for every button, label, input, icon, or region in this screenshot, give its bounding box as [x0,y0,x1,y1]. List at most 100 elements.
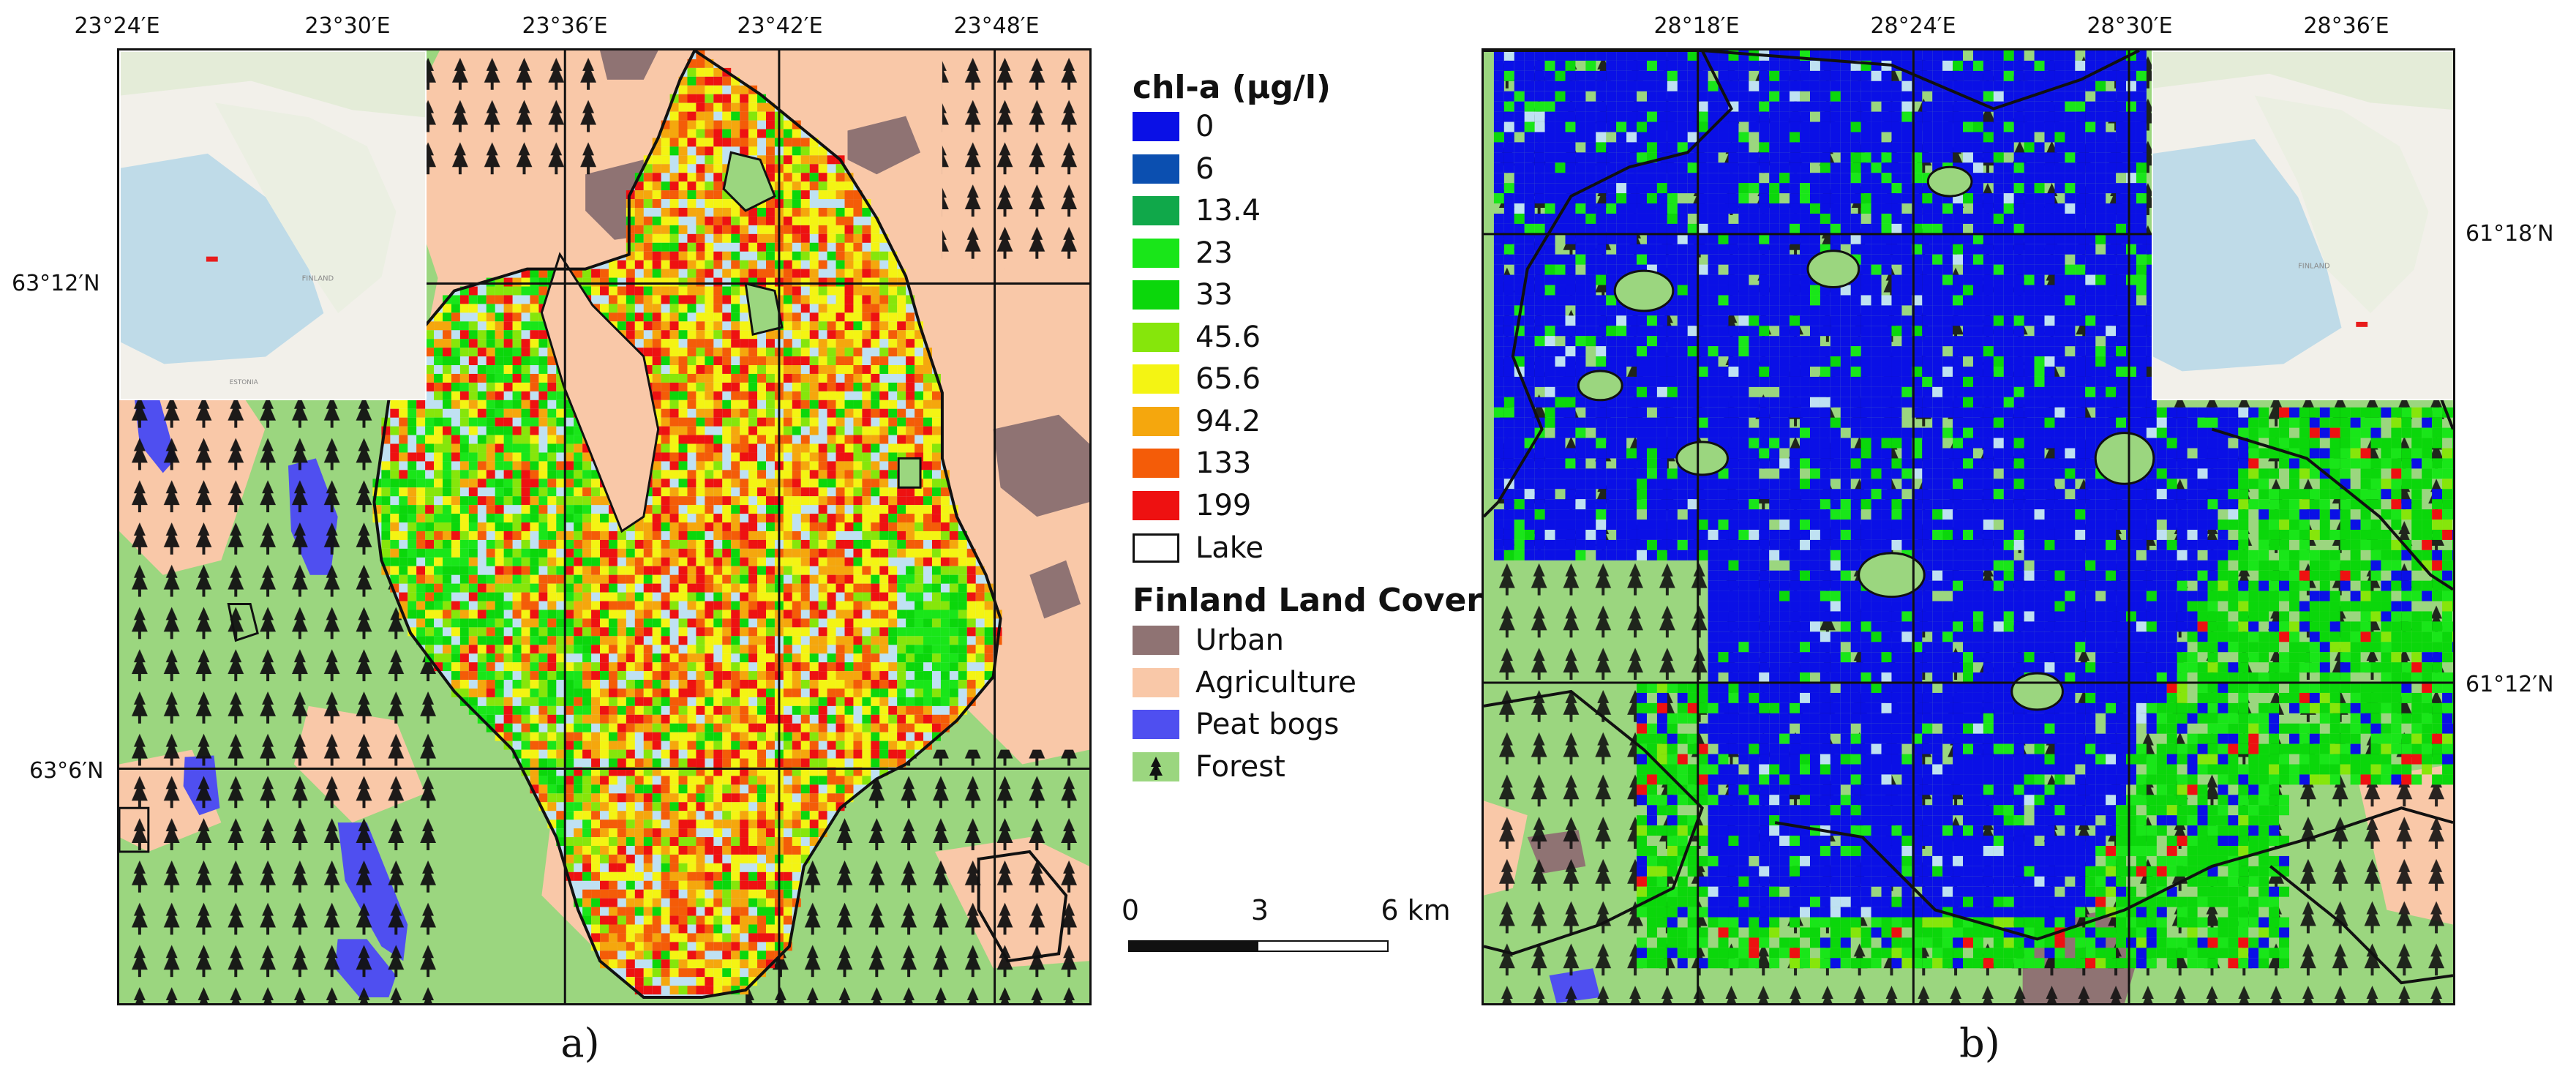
chl-pixel [958,530,967,540]
chl-pixel [827,636,836,645]
chl-pixel [740,382,749,391]
chl-pixel [705,190,714,200]
chl-pixel [2075,80,2086,91]
chl-pixel [582,776,592,785]
chl-pixel [748,557,758,566]
chl-pixel [2013,80,2024,91]
chl-pixel [687,845,696,855]
chl-pixel [731,129,740,138]
chl-pixel [853,417,863,427]
chl-pixel [740,443,749,453]
chl-pixel [495,435,504,444]
chl-pixel [958,618,967,628]
chl-pixel [468,662,478,672]
chl-pixel [495,548,504,558]
chl-pixel [809,776,819,785]
chl-pixel [416,530,426,540]
chl-pixel [530,732,539,741]
chl-pixel [1993,132,2004,143]
chl-pixel [757,714,766,724]
chl-pixel [827,776,836,785]
legend-item-lake: Lake [1133,531,1263,565]
chl-pixel [923,479,932,488]
chl-pixel [521,705,530,715]
chl-pixel [669,548,679,558]
chl-pixel [871,592,880,601]
chl-pixel [547,461,557,470]
chl-pixel [809,811,819,820]
chl-pixel [486,505,495,514]
chl-pixel [809,514,819,523]
chl-pixel [503,557,513,566]
chl-pixel [2085,60,2096,71]
chl-pixel [1687,173,1698,184]
chl-pixel [1759,60,1770,71]
chl-pixel [766,845,775,855]
chl-pixel [871,286,880,296]
chl-pixel [713,373,723,383]
chl-pixel [740,845,749,855]
chl-pixel [844,339,854,348]
chl-pixel [1677,121,1688,132]
chl-pixel [486,557,495,566]
chl-pixel [678,277,688,287]
chl-pixel [757,951,766,960]
chl-pixel [591,741,601,750]
chl-pixel [853,408,863,418]
chl-pixel [678,732,688,741]
chl-pixel [530,312,539,322]
chl-pixel [591,618,601,628]
chl-pixel [582,479,592,488]
chl-pixel [1667,80,1678,91]
chl-pixel [722,382,732,391]
chl-pixel [1809,70,1820,81]
chl-pixel [862,758,871,768]
chl-pixel [1738,80,1749,91]
chl-pixel [931,505,941,514]
chl-pixel [879,286,889,296]
chl-pixel [669,365,679,374]
chl-pixel [1718,70,1729,81]
chl-pixel [879,601,889,610]
chl-pixel [931,653,941,663]
chl-pixel [809,295,819,304]
chl-pixel [722,601,732,610]
chl-pixel [538,295,548,304]
chl-pixel [652,968,661,978]
chl-pixel [906,365,915,374]
chl-pixel [617,688,626,697]
chl-pixel [897,522,906,531]
chl-pixel [547,697,557,706]
chl-pixel [408,505,417,514]
chl-pixel [687,915,696,925]
chl-pixel [1901,111,1912,122]
chl-pixel [643,286,653,296]
chl-pixel [1809,121,1820,132]
chl-pixel [678,741,688,750]
chl-pixel [1800,70,1810,81]
chl-pixel [451,400,460,409]
chl-pixel [2116,101,2127,112]
chl-pixel [731,933,740,942]
chl-pixel [800,479,810,488]
chl-pixel [582,767,592,776]
chl-pixel [634,871,644,881]
chl-pixel [766,767,775,776]
chl-pixel [827,530,836,540]
chl-pixel [643,225,653,234]
chl-pixel [792,330,801,340]
chl-pixel [731,225,740,234]
chl-pixel [731,312,740,322]
chl-pixel [1779,80,1790,91]
chl-pixel [713,173,723,182]
chl-pixel [835,435,845,444]
chl-pixel [521,373,530,383]
chl-pixel [783,601,792,610]
chl-pixel [556,811,566,820]
chl-pixel [792,705,801,715]
chl-pixel [879,574,889,584]
chl-pixel [687,837,696,846]
chl-pixel [800,417,810,427]
chl-pixel [1544,173,1555,184]
chl-pixel [608,723,617,732]
